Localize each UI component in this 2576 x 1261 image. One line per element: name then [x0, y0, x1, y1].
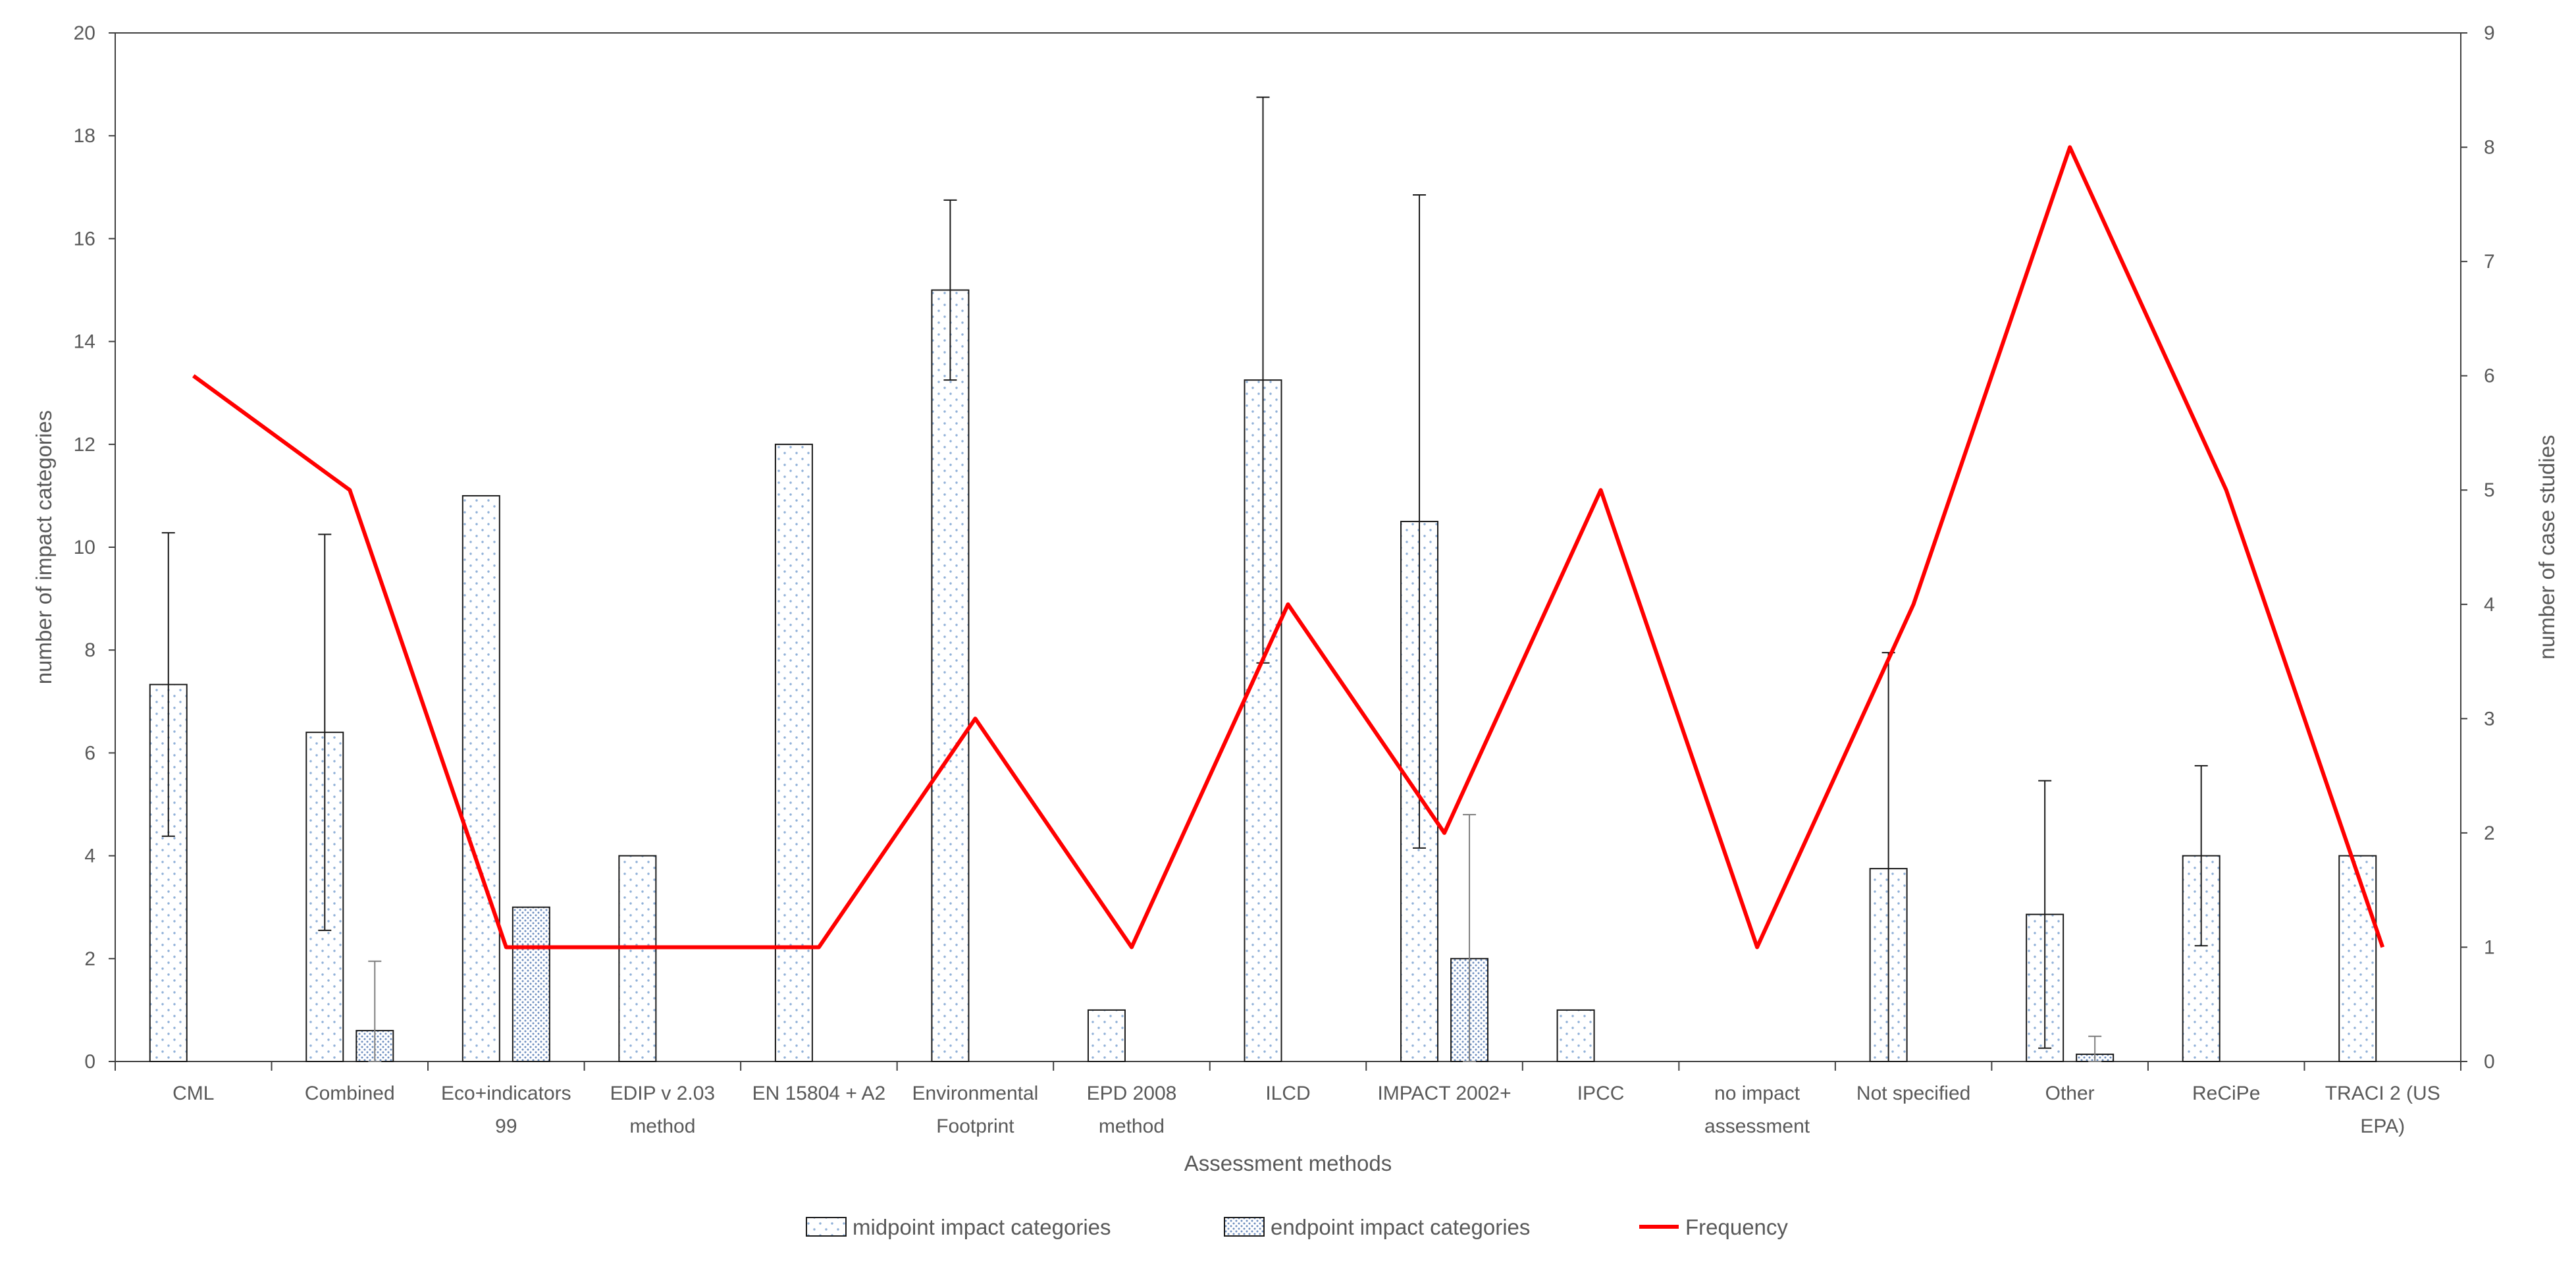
y-tick-label: 18: [74, 125, 95, 147]
x-tick-label: assessment: [1704, 1115, 1810, 1137]
y-axis-title: number of impact categories: [32, 410, 56, 684]
bar-endpoint-impact-categories: [512, 906, 550, 1062]
y2-tick-label: 9: [2484, 22, 2495, 44]
y2-tick-label: 4: [2484, 594, 2495, 616]
y2-tick-label: 8: [2484, 137, 2495, 159]
y-tick-label: 16: [74, 228, 95, 250]
x-tick-label: Other: [2045, 1083, 2095, 1104]
x-tick-label: EN 15804 + A2: [752, 1083, 886, 1104]
x-tick-label: TRACI 2 (US: [2325, 1083, 2440, 1104]
legend-label: midpoint impact categories: [853, 1215, 1111, 1239]
legend-swatch: [806, 1217, 847, 1237]
x-tick-label: Environmental: [912, 1083, 1039, 1104]
x-tick-label: IPCC: [1577, 1083, 1625, 1104]
legend-label: Frequency: [1685, 1215, 1788, 1239]
y-tick-label: 6: [84, 742, 95, 764]
bar-midpoint-impact-categories: [1556, 1009, 1595, 1063]
x-tick-label: method: [629, 1115, 695, 1137]
frequency-line: [192, 145, 2385, 950]
y-tick-label: 14: [74, 331, 95, 353]
y2-tick-label: 6: [2484, 365, 2495, 387]
bar-midpoint-impact-categories: [931, 289, 970, 1062]
x-tick-label: 99: [495, 1115, 517, 1137]
y-tick-label: 10: [74, 537, 95, 558]
y2-tick-label: 0: [2484, 1051, 2495, 1073]
x-tick-label: ILCD: [1265, 1083, 1310, 1104]
y-tick-label: 2: [84, 948, 95, 970]
y2-tick-label: 2: [2484, 822, 2495, 844]
x-tick-label: ReCiPe: [2192, 1083, 2260, 1104]
y-tick-label: 8: [84, 639, 95, 661]
y2-tick-label: 5: [2484, 479, 2495, 501]
x-tick-label: Combined: [305, 1083, 395, 1104]
y2-tick-label: 1: [2484, 936, 2495, 958]
y2-tick-label: 3: [2484, 708, 2495, 730]
y-tick-label: 0: [84, 1051, 95, 1073]
x-tick-label: EDIP v 2.03: [610, 1083, 716, 1104]
x-tick-label: Not specified: [1856, 1083, 1970, 1104]
bar-midpoint-impact-categories: [1087, 1009, 1126, 1063]
x-tick-label: IMPACT 2002+: [1377, 1083, 1511, 1104]
bar-midpoint-impact-categories: [774, 443, 813, 1062]
legend-label: endpoint impact categories: [1271, 1215, 1530, 1239]
bar-midpoint-impact-categories: [2338, 855, 2377, 1062]
legend-swatch: [1224, 1217, 1265, 1237]
x-tick-label: Footprint: [936, 1115, 1014, 1137]
y2-tick-label: 7: [2484, 251, 2495, 273]
y-tick-label: 20: [74, 22, 95, 44]
bar-midpoint-impact-categories: [618, 855, 657, 1062]
y-tick-label: 4: [84, 845, 95, 867]
x-axis-title: Assessment methods: [1184, 1151, 1392, 1175]
x-tick-label: no impact: [1714, 1083, 1801, 1104]
x-tick-label: EPD 2008: [1087, 1083, 1177, 1104]
x-tick-label: Eco+indicators: [441, 1083, 571, 1104]
x-tick-label: CML: [172, 1083, 214, 1104]
y2-axis-title: number of case studies: [2535, 435, 2559, 659]
bar-midpoint-impact-categories: [461, 495, 500, 1062]
y-tick-label: 12: [74, 434, 95, 456]
x-tick-label: method: [1099, 1115, 1165, 1137]
x-tick-label: EPA): [2360, 1115, 2405, 1137]
